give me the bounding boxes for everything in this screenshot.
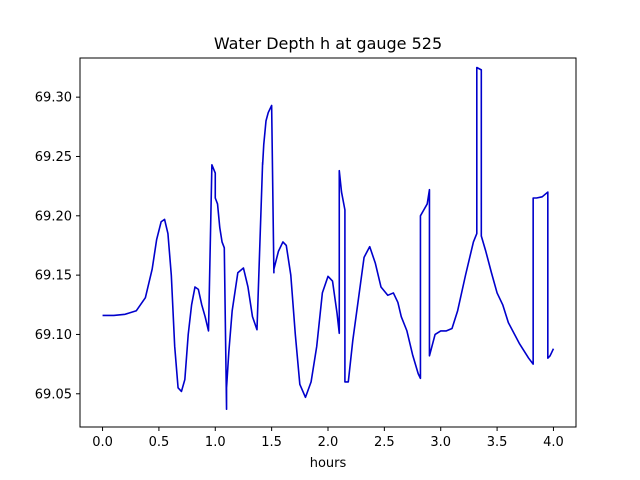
y-tick-label: 69.10 — [35, 328, 72, 343]
y-tick-label: 69.05 — [35, 387, 72, 402]
x-tick-label: 3.0 — [430, 435, 451, 450]
x-tick-label: 0.0 — [92, 435, 113, 450]
x-tick-label: 1.5 — [261, 435, 282, 450]
y-tick-label: 69.15 — [35, 269, 72, 284]
series-line-water-depth — [102, 66, 555, 410]
x-tick-label: 4.0 — [543, 435, 564, 450]
y-axis: 69.05 69.10 69.15 69.20 69.25 69.30 — [35, 91, 80, 402]
plot-area — [79, 57, 577, 428]
x-axis-label: hours — [310, 456, 347, 471]
chart-title: Water Depth h at gauge 525 — [214, 34, 442, 53]
x-axis: 0.0 0.5 1.0 1.5 2.0 2.5 3.0 3.5 4.0 — [92, 427, 564, 450]
x-tick-label: 2.5 — [374, 435, 395, 450]
y-tick-label: 69.30 — [35, 91, 72, 106]
y-tick-label: 69.25 — [35, 150, 72, 165]
x-tick-label: 1.0 — [205, 435, 226, 450]
y-tick-label: 69.20 — [35, 209, 72, 224]
x-tick-label: 3.5 — [487, 435, 508, 450]
x-tick-label: 0.5 — [149, 435, 170, 450]
x-tick-label: 2.0 — [318, 435, 339, 450]
